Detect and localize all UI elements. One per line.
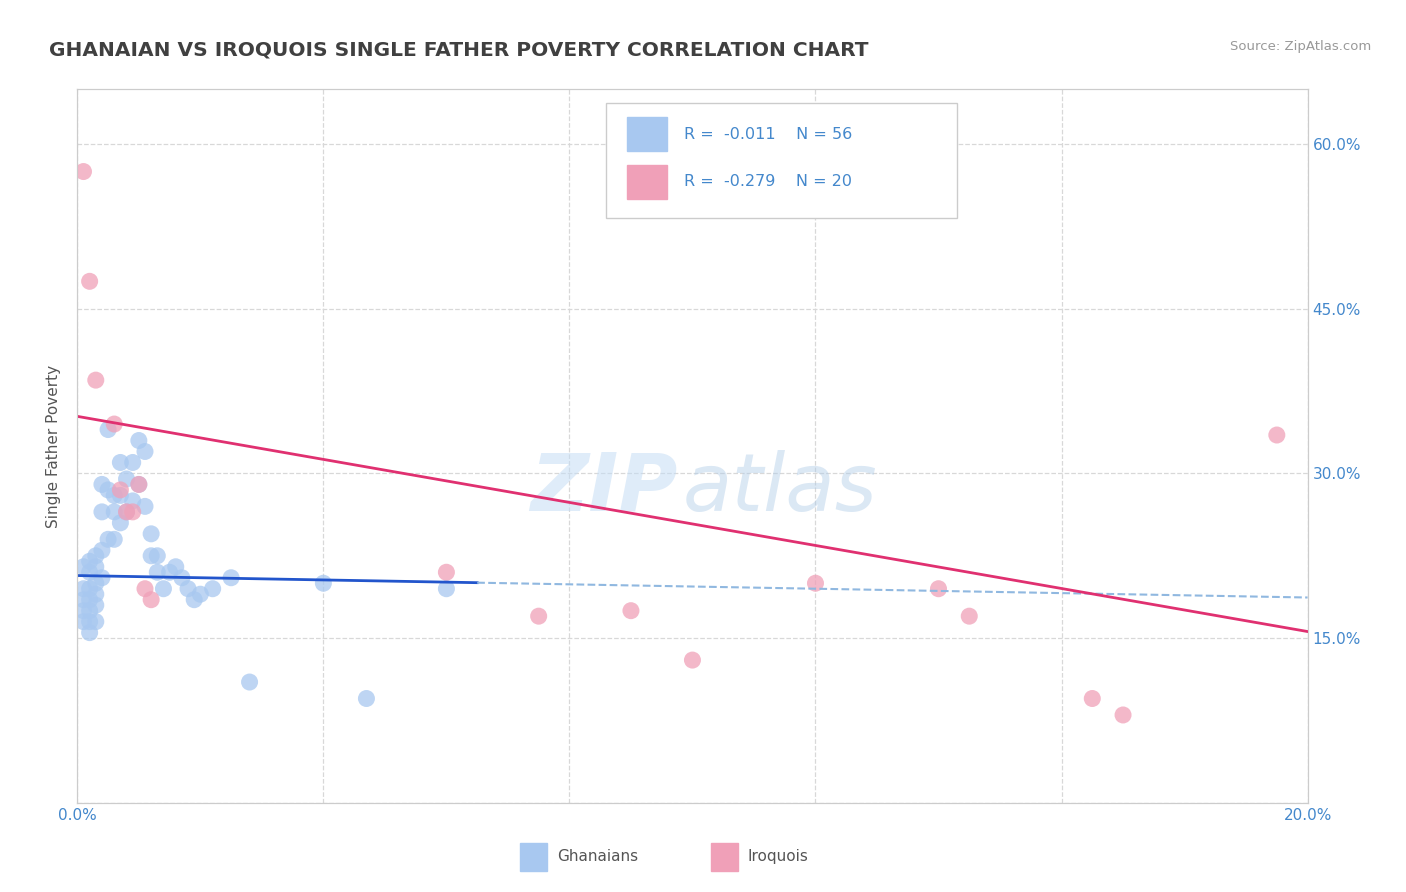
Point bbox=[121, 494, 143, 508]
FancyBboxPatch shape bbox=[606, 103, 957, 218]
Point bbox=[103, 505, 125, 519]
Point bbox=[219, 571, 242, 585]
Point bbox=[170, 571, 193, 585]
Point bbox=[97, 483, 120, 497]
Point bbox=[312, 576, 335, 591]
Point bbox=[103, 417, 125, 431]
Point bbox=[141, 549, 163, 563]
Point bbox=[72, 559, 94, 574]
Point bbox=[527, 609, 550, 624]
Point bbox=[110, 483, 132, 497]
Point bbox=[201, 582, 224, 596]
Point bbox=[115, 472, 138, 486]
Point bbox=[84, 373, 107, 387]
Point bbox=[72, 615, 94, 629]
Point bbox=[72, 582, 94, 596]
Point bbox=[141, 592, 163, 607]
Point bbox=[110, 455, 132, 469]
Point bbox=[84, 598, 107, 612]
Point bbox=[134, 500, 156, 514]
Point bbox=[121, 455, 143, 469]
Point bbox=[134, 582, 156, 596]
Point bbox=[97, 423, 120, 437]
Point bbox=[682, 653, 704, 667]
Point bbox=[79, 554, 101, 568]
Point bbox=[84, 559, 107, 574]
Point bbox=[79, 625, 101, 640]
Point bbox=[115, 505, 138, 519]
Point bbox=[110, 488, 132, 502]
Point bbox=[84, 587, 107, 601]
Text: ZIP: ZIP bbox=[530, 450, 678, 528]
Point bbox=[72, 164, 94, 178]
Text: GHANAIAN VS IROQUOIS SINGLE FATHER POVERTY CORRELATION CHART: GHANAIAN VS IROQUOIS SINGLE FATHER POVER… bbox=[49, 40, 869, 59]
Point bbox=[928, 582, 950, 596]
Point bbox=[103, 533, 125, 547]
Point bbox=[804, 576, 827, 591]
Point bbox=[103, 488, 125, 502]
FancyBboxPatch shape bbox=[711, 844, 738, 871]
Point bbox=[128, 477, 150, 491]
Point bbox=[239, 675, 262, 690]
Point bbox=[84, 576, 107, 591]
Point bbox=[141, 526, 163, 541]
FancyBboxPatch shape bbox=[520, 844, 547, 871]
Text: atlas: atlas bbox=[683, 450, 877, 528]
Point bbox=[128, 434, 150, 448]
Point bbox=[79, 582, 101, 596]
Point bbox=[146, 549, 169, 563]
Point bbox=[957, 609, 980, 624]
Point bbox=[79, 615, 101, 629]
Y-axis label: Single Father Poverty: Single Father Poverty bbox=[46, 365, 62, 527]
Point bbox=[146, 566, 169, 580]
FancyBboxPatch shape bbox=[627, 165, 666, 199]
Point bbox=[134, 444, 156, 458]
Point bbox=[72, 592, 94, 607]
Point bbox=[79, 274, 101, 288]
Text: R =  -0.279    N = 20: R = -0.279 N = 20 bbox=[683, 175, 852, 189]
Point bbox=[128, 477, 150, 491]
Point bbox=[159, 566, 181, 580]
Point bbox=[1112, 708, 1135, 723]
Text: Iroquois: Iroquois bbox=[748, 849, 808, 863]
Point bbox=[188, 587, 212, 601]
Point bbox=[183, 592, 205, 607]
Point bbox=[1081, 691, 1104, 706]
Point bbox=[1265, 428, 1288, 442]
Point bbox=[72, 604, 94, 618]
FancyBboxPatch shape bbox=[627, 117, 666, 152]
Text: Ghanaians: Ghanaians bbox=[557, 849, 638, 863]
Point bbox=[152, 582, 174, 596]
Point bbox=[436, 566, 458, 580]
Point bbox=[79, 592, 101, 607]
Point bbox=[84, 615, 107, 629]
Point bbox=[84, 549, 107, 563]
Point bbox=[110, 516, 132, 530]
Point bbox=[165, 559, 187, 574]
Point bbox=[620, 604, 643, 618]
Point bbox=[177, 582, 200, 596]
Point bbox=[436, 582, 458, 596]
Text: R =  -0.011    N = 56: R = -0.011 N = 56 bbox=[683, 127, 852, 142]
Point bbox=[356, 691, 378, 706]
Point bbox=[79, 566, 101, 580]
Point bbox=[79, 604, 101, 618]
Point bbox=[90, 543, 114, 558]
Point bbox=[90, 571, 114, 585]
Point bbox=[97, 533, 120, 547]
Point bbox=[90, 477, 114, 491]
Point bbox=[115, 505, 138, 519]
Point bbox=[90, 505, 114, 519]
Point bbox=[121, 505, 143, 519]
Text: Source: ZipAtlas.com: Source: ZipAtlas.com bbox=[1230, 40, 1371, 54]
